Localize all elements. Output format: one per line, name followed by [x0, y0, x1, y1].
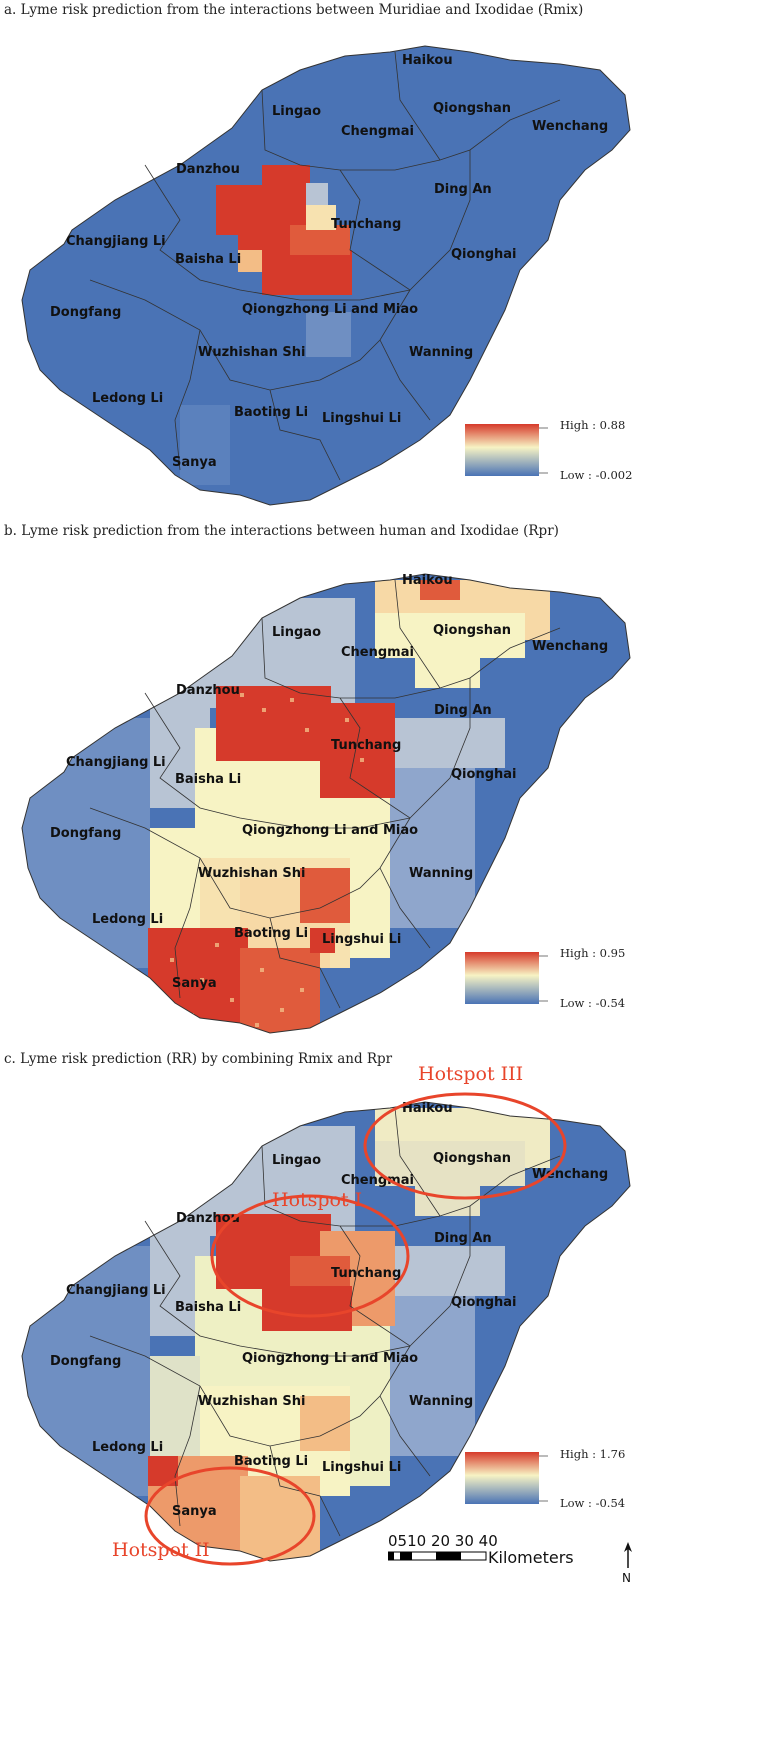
region-label-ding-an: Ding An	[434, 703, 492, 718]
region-label-qionghai: Qionghai	[451, 767, 516, 782]
region-label-qionghai: Qionghai	[451, 1295, 516, 1310]
region-label-qiongzhong: Qiongzhong Li and Miao	[242, 302, 418, 317]
scale-bar	[388, 1551, 487, 1561]
region-label-changjiang: Changjiang Li	[66, 1283, 166, 1298]
hotspot-1-label: Hotspot I	[272, 1189, 362, 1211]
region-label-chengmai: Chengmai	[341, 124, 414, 139]
panel-b-legend-low: Low : -0.54	[560, 996, 625, 1010]
region-label-wuzhishan: Wuzhishan Shi	[198, 1394, 306, 1409]
region-label-chengmai: Chengmai	[341, 645, 414, 660]
panel-c-legend-high: High : 1.76	[560, 1447, 625, 1461]
region-label-qiongzhong: Qiongzhong Li and Miao	[242, 1351, 418, 1366]
region-label-wanning: Wanning	[409, 866, 473, 881]
region-label-baoting: Baoting Li	[234, 1454, 308, 1469]
north-arrow-label: N	[622, 1571, 631, 1585]
region-label-dongfang: Dongfang	[50, 826, 121, 841]
region-label-dongfang: Dongfang	[50, 1354, 121, 1369]
region-label-sanya: Sanya	[172, 455, 217, 470]
region-label-baoting: Baoting Li	[234, 405, 308, 420]
region-label-danzhou: Danzhou	[176, 683, 240, 698]
north-arrow-icon: N	[622, 1542, 632, 1585]
region-label-haikou: Haikou	[402, 53, 453, 68]
region-label-wanning: Wanning	[409, 345, 473, 360]
region-label-dongfang: Dongfang	[50, 305, 121, 320]
hotspot-3-label: Hotspot III	[418, 1063, 523, 1085]
region-label-sanya: Sanya	[172, 976, 217, 991]
region-label-ledong: Ledong Li	[92, 1440, 163, 1455]
region-label-baisha: Baisha Li	[175, 252, 241, 267]
region-label-lingshui: Lingshui Li	[322, 411, 401, 426]
region-label-lingao: Lingao	[272, 1153, 321, 1168]
hotspot-2-ring	[144, 1466, 316, 1566]
panel-c-map: Haikou Qiongshan Wenchang Lingao Chengma…	[21, 1063, 631, 1566]
region-label-lingshui: Lingshui Li	[322, 932, 401, 947]
region-label-haikou: Haikou	[402, 573, 453, 588]
region-label-danzhou: Danzhou	[176, 162, 240, 177]
region-label-qiongshan: Qiongshan	[433, 101, 511, 116]
panel-a-legend-high: High : 0.88	[560, 418, 625, 432]
region-label-ledong: Ledong Li	[92, 391, 163, 406]
region-label-baisha: Baisha Li	[175, 1300, 241, 1315]
region-label-wenchang: Wenchang	[532, 639, 608, 654]
region-label-lingao: Lingao	[272, 104, 321, 119]
region-label-qiongzhong: Qiongzhong Li and Miao	[242, 823, 418, 838]
region-label-wanning: Wanning	[409, 1394, 473, 1409]
hotspot-2-label: Hotspot II	[112, 1539, 210, 1561]
region-label-baisha: Baisha Li	[175, 772, 241, 787]
region-label-lingao: Lingao	[272, 625, 321, 640]
region-label-haikou: Haikou	[402, 1101, 453, 1116]
region-label-baoting: Baoting Li	[234, 926, 308, 941]
region-label-wuzhishan: Wuzhishan Shi	[198, 866, 306, 881]
region-label-sanya: Sanya	[172, 1504, 217, 1519]
region-label-ding-an: Ding An	[434, 182, 492, 197]
panel-b-map: Haikou Qiongshan Wenchang Lingao Chengma…	[21, 573, 631, 1034]
region-label-tunchang: Tunchang	[331, 217, 401, 232]
region-label-tunchang: Tunchang	[331, 738, 401, 753]
panel-b-legend-ramp	[465, 952, 539, 1004]
hotspot-3-ring	[363, 1092, 567, 1200]
panel-a-legend-low: Low : -0.002	[560, 468, 632, 482]
panel-c-legend-ramp	[465, 1452, 539, 1504]
panel-c-legend-low: Low : -0.54	[560, 1496, 625, 1510]
region-label-qiongshan: Qiongshan	[433, 1151, 511, 1166]
region-label-qiongshan: Qiongshan	[433, 623, 511, 638]
region-label-danzhou: Danzhou	[176, 1211, 240, 1226]
region-label-wenchang: Wenchang	[532, 119, 608, 134]
region-label-ding-an: Ding An	[434, 1231, 492, 1246]
panel-a-legend-ramp	[465, 424, 539, 476]
region-label-ledong: Ledong Li	[92, 912, 163, 927]
panel-a-title: a. Lyme risk prediction from the interac…	[4, 2, 584, 18]
panel-b-legend-high: High : 0.95	[560, 946, 625, 960]
scale-bar-unit: Kilometers	[488, 1548, 574, 1567]
hotspot-1-ring	[210, 1194, 410, 1318]
scale-bar-numbers: 0510 20 30 40	[388, 1532, 498, 1550]
panel-c-title: c. Lyme risk prediction (RR) by combinin…	[4, 1051, 393, 1067]
panel-b-title: b. Lyme risk prediction from the interac…	[4, 523, 559, 539]
region-label-tunchang: Tunchang	[331, 1266, 401, 1281]
panel-a-map: Haikou Qiongshan Wenchang Lingao Chengma…	[21, 45, 632, 506]
region-label-changjiang: Changjiang Li	[66, 234, 166, 249]
region-label-wuzhishan: Wuzhishan Shi	[198, 345, 306, 360]
region-label-lingshui: Lingshui Li	[322, 1460, 401, 1475]
region-label-qionghai: Qionghai	[451, 247, 516, 262]
region-label-changjiang: Changjiang Li	[66, 755, 166, 770]
